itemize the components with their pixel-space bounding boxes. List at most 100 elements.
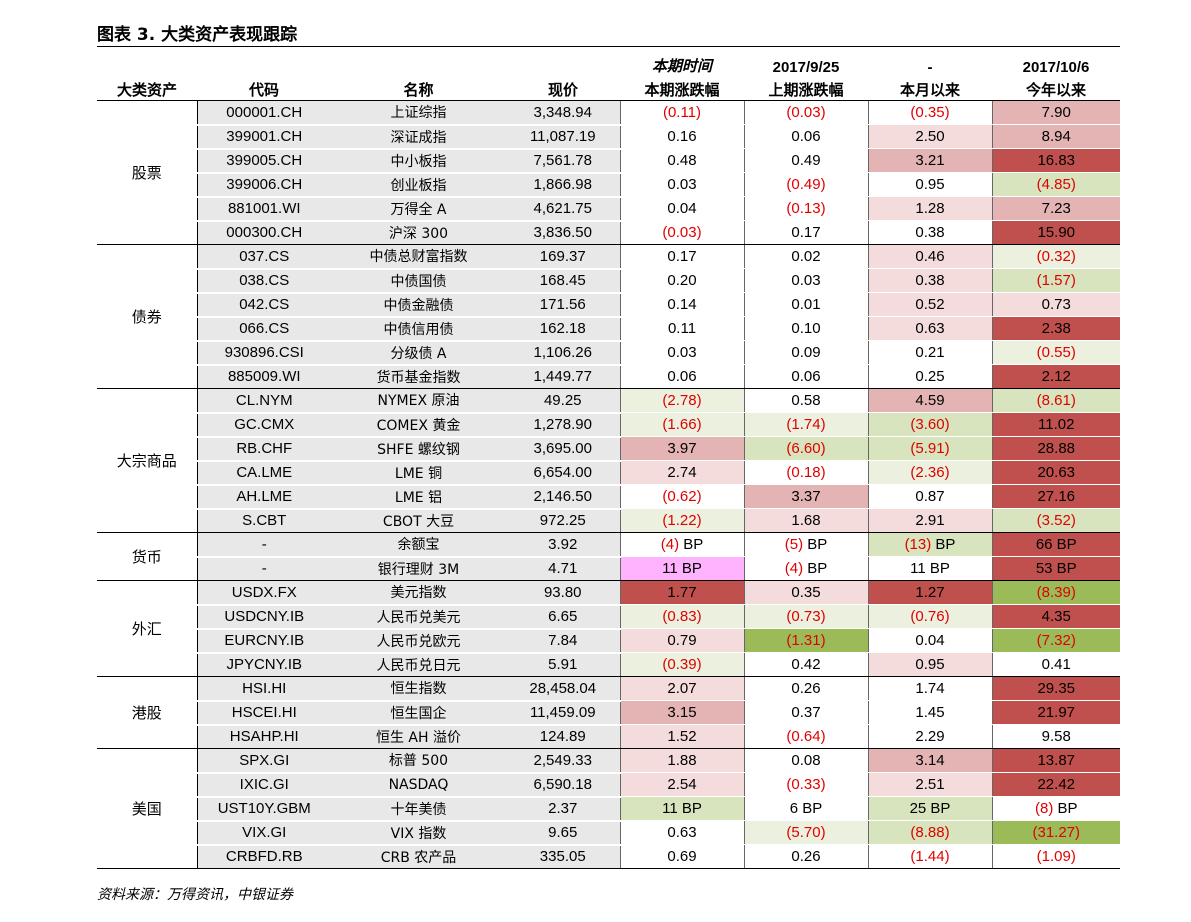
table-row: VIX.GI VIX 指数 9.65 0.63 (5.70) (8.88) (31.27) (97, 820, 1120, 846)
code-cell: GC.CMX (197, 412, 331, 438)
price-cell: 9.65 (506, 820, 620, 846)
code-cell: UST10Y.GBM (197, 796, 331, 822)
period-change-cell: 0.69 (619, 844, 744, 869)
name-cell: 上证综指 (331, 100, 506, 126)
ytd-cell: 11.02 (991, 412, 1120, 437)
price-cell: 2.37 (506, 796, 620, 822)
period-change-cell: 0.03 (619, 340, 744, 365)
code-cell: SPX.GI (197, 748, 331, 774)
prev-change-cell: 0.02 (743, 244, 868, 269)
price-cell: 335.05 (506, 844, 620, 869)
mtd-cell: 1.74 (867, 676, 992, 701)
ytd-cell: 8.94 (991, 124, 1120, 149)
code-cell: HSI.HI (197, 676, 331, 702)
period-change-cell: 0.63 (619, 820, 744, 845)
table-row: 885009.WI 货币基金指数 1,449.77 0.06 0.06 0.25 2.12 (97, 364, 1120, 389)
header-ytd: 今年以来 (992, 76, 1120, 101)
ytd-cell: 15.90 (991, 220, 1120, 245)
mtd-cell: 0.63 (867, 316, 992, 341)
prev-change-cell: 0.08 (743, 748, 868, 773)
price-cell: 2,146.50 (506, 484, 620, 510)
prev-change-cell: (6.60) (743, 436, 868, 461)
ytd-cell: 13.87 (991, 748, 1120, 773)
prev-change-cell: (5) BP (743, 532, 868, 557)
period-change-cell: 0.14 (619, 292, 744, 317)
code-cell: 399006.CH (197, 172, 331, 198)
code-cell: CRBFD.RB (197, 844, 331, 869)
price-cell: 4,621.75 (506, 196, 620, 222)
table-row: IXIC.GI NASDAQ 6,590.18 2.54 (0.33) 2.51 22.42 (97, 772, 1120, 798)
code-cell: 399001.CH (197, 124, 331, 150)
period-change-cell: 11 BP (619, 796, 744, 821)
header-prev-change: 上期涨跌幅 (744, 76, 868, 101)
price-cell: 4.71 (506, 556, 620, 581)
asset-class-label: 美国 (97, 748, 198, 869)
period-change-cell: (0.62) (619, 484, 744, 509)
name-cell: COMEX 黄金 (331, 412, 506, 438)
period-change-cell: 2.07 (619, 676, 744, 701)
header-current-date: 2017/10/6 (1022, 59, 1090, 76)
table-row: S.CBT CBOT 大豆 972.25 (1.22) 1.68 2.91 (3.52) (97, 508, 1120, 533)
price-cell: 2,549.33 (506, 748, 620, 774)
name-cell: NASDAQ (331, 772, 506, 798)
table-row: 042.CS 中债金融债 171.56 0.14 0.01 0.52 0.73 (97, 292, 1120, 318)
table-row: 930896.CSI 分级债 A 1,106.26 0.03 0.09 0.21 (0.55… (97, 340, 1120, 366)
table-row: USDCNY.IB 人民币兑美元 6.65 (0.83) (0.73) (0.76) 4.3… (97, 604, 1120, 630)
period-change-cell: 1.52 (619, 724, 744, 749)
code-cell: VIX.GI (197, 820, 331, 846)
mtd-cell: 3.14 (867, 748, 992, 773)
header-code: 代码 (197, 76, 331, 101)
prev-change-cell: 0.17 (743, 220, 868, 245)
table-row: - 银行理财 3M 4.71 11 BP (4) BP 11 BP 53 BP (97, 556, 1120, 581)
asset-class-label: 债券 (97, 244, 198, 389)
name-cell: 人民币兑日元 (331, 652, 506, 677)
asset-performance-table: 本期时间 2017/9/25 - 2017/10/6 大类资产 代码 名称 现价… (97, 54, 1120, 869)
code-cell: JPYCNY.IB (197, 652, 331, 677)
mtd-cell: 3.21 (867, 148, 992, 173)
prev-change-cell: 0.26 (743, 844, 868, 869)
asset-class-label: 股票 (97, 100, 198, 245)
price-cell: 169.37 (506, 244, 620, 270)
asset-class-label: 港股 (97, 676, 198, 749)
header-period-label: 本期时间 (651, 58, 712, 75)
header-cell (506, 54, 620, 76)
price-cell: 28,458.04 (506, 676, 620, 702)
period-change-cell: (0.11) (619, 100, 744, 125)
mtd-cell: 0.95 (867, 172, 992, 197)
ytd-cell: 66 BP (991, 532, 1120, 557)
name-cell: 中债总财富指数 (331, 244, 506, 270)
ytd-cell: 29.35 (991, 676, 1120, 701)
name-cell: 中债金融债 (331, 292, 506, 318)
ytd-cell: (3.52) (991, 508, 1120, 533)
prev-change-cell: (0.73) (743, 604, 868, 629)
table-row: 881001.WI 万得全 A 4,621.75 0.04 (0.13) 1.28 7.23 (97, 196, 1120, 222)
table-row: 美国 SPX.GI 标普 500 2,549.33 1.88 0.08 3.14 13.87 (97, 748, 1120, 869)
mtd-cell: 2.51 (867, 772, 992, 797)
mtd-cell: 1.45 (867, 700, 992, 725)
ytd-cell: (8.39) (991, 580, 1120, 605)
price-cell: 1,449.77 (506, 364, 620, 389)
header-asset-class: 大类资产 (97, 76, 197, 101)
ytd-cell: 2.38 (991, 316, 1120, 341)
mtd-cell: 0.21 (867, 340, 992, 365)
prev-change-cell: 0.58 (743, 388, 868, 413)
mtd-cell: (1.44) (867, 844, 992, 869)
name-cell: 人民币兑美元 (331, 604, 506, 630)
ytd-cell: (7.32) (991, 628, 1120, 653)
source-note: 资料来源：万得资讯，中银证券 (97, 887, 293, 903)
prev-change-cell: 0.01 (743, 292, 868, 317)
prev-change-cell: 0.26 (743, 676, 868, 701)
prev-change-cell: 3.37 (743, 484, 868, 509)
ytd-cell: 7.90 (991, 100, 1120, 125)
table-row: AH.LME LME 铝 2,146.50 (0.62) 3.37 0.87 27.16 (97, 484, 1120, 510)
ytd-cell: (31.27) (991, 820, 1120, 845)
mtd-cell: 1.27 (867, 580, 992, 605)
price-cell: 6.65 (506, 604, 620, 630)
period-change-cell: 0.79 (619, 628, 744, 653)
price-cell: 162.18 (506, 316, 620, 342)
mtd-cell: 0.38 (867, 268, 992, 293)
name-cell: 创业板指 (331, 172, 506, 198)
table-row: 股票 000001.CH 上证综指 3,348.94 (0.11) (0.03) (0.35… (97, 100, 1120, 245)
header-cell (197, 54, 331, 76)
period-change-cell: 3.15 (619, 700, 744, 725)
